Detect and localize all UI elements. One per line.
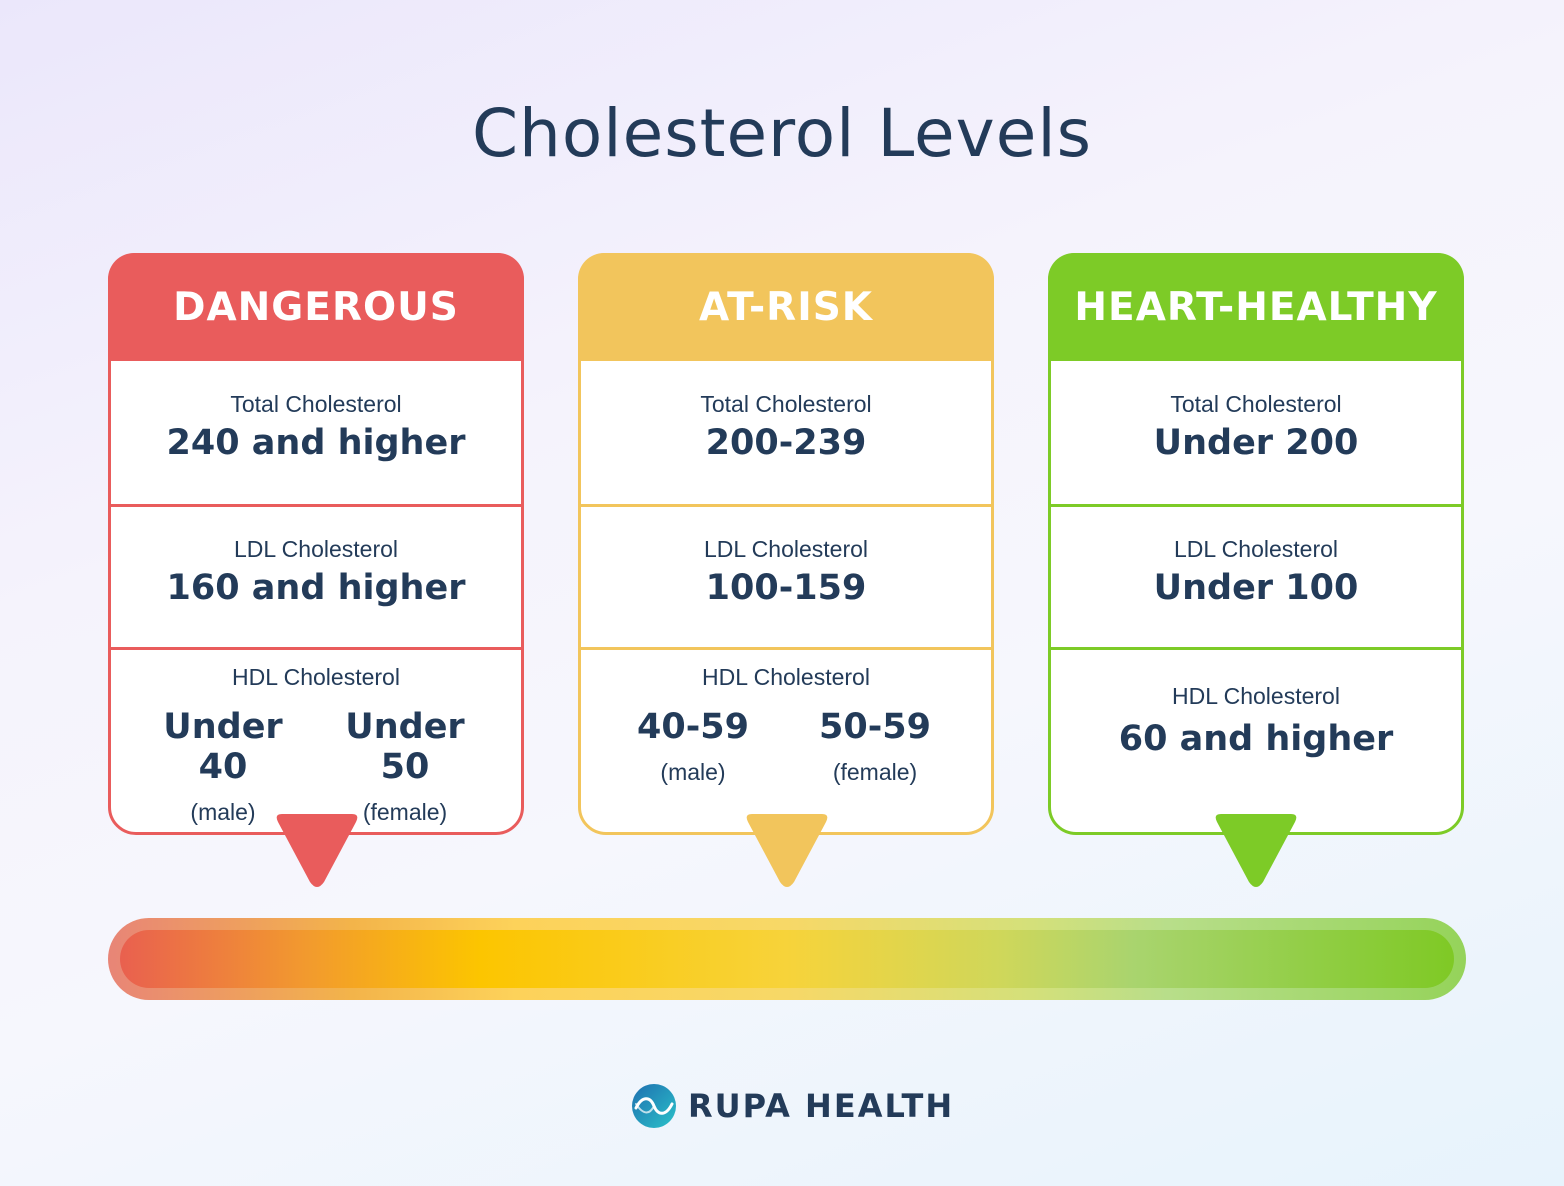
hdl-female-value: Under 50: [345, 707, 465, 787]
divider: [111, 647, 521, 650]
hdl-male: Under 40 (male): [133, 707, 313, 826]
hdl-female-label: (female): [832, 759, 918, 785]
pointer-down-icon: [746, 814, 828, 887]
divider: [581, 647, 991, 650]
hdl-cholesterol-label: HDL Cholesterol: [1172, 683, 1340, 709]
ldl-cholesterol-value: 160 and higher: [166, 568, 466, 608]
total-cholesterol-section: Total Cholesterol Under 200: [1051, 361, 1461, 506]
card-at-risk: AT-RISK Total Cholesterol 200-239 LDL Ch…: [578, 253, 994, 835]
card-heading-dangerous: DANGEROUS: [108, 253, 524, 361]
hdl-male: 40-59 (male): [603, 707, 783, 786]
rupa-health-logo-icon: [632, 1084, 676, 1128]
card-heart-healthy: HEART-HEALTHY Total Cholesterol Under 20…: [1048, 253, 1464, 835]
brand-logo: RUPA HEALTH: [630, 1082, 954, 1130]
ldl-cholesterol-label: LDL Cholesterol: [233, 536, 399, 562]
cholesterol-scale-bar: [108, 918, 1466, 1000]
total-cholesterol-section: Total Cholesterol 240 and higher: [111, 361, 521, 506]
hdl-cholesterol-label: HDL Cholesterol: [702, 664, 870, 690]
ldl-cholesterol-label: LDL Cholesterol: [703, 536, 869, 562]
ldl-cholesterol-section: LDL Cholesterol Under 100: [1051, 506, 1461, 649]
divider: [1051, 504, 1461, 507]
ldl-cholesterol-section: LDL Cholesterol 100-159: [581, 506, 991, 649]
hdl-cholesterol-section: HDL Cholesterol Under 40 (male) Under 50…: [111, 649, 521, 829]
hdl-female: 50-59 (female): [785, 707, 965, 786]
hdl-cholesterol-value: 60 and higher: [1118, 719, 1394, 759]
ldl-cholesterol-value: Under 100: [1153, 568, 1359, 608]
hdl-cholesterol-section: HDL Cholesterol 40-59 (male) 50-59 (fema…: [581, 649, 991, 829]
brand-name: RUPA HEALTH: [688, 1087, 955, 1125]
hdl-male-value: Under 40: [163, 707, 283, 787]
total-cholesterol-label: Total Cholesterol: [1170, 391, 1342, 417]
page-title: Cholesterol Levels: [471, 95, 1093, 172]
hdl-male-label: (male): [660, 759, 726, 785]
hdl-female: Under 50 (female): [315, 707, 495, 826]
hdl-male-value: 40-59: [637, 707, 749, 747]
card-dangerous: DANGEROUS Total Cholesterol 240 and high…: [108, 253, 524, 835]
ldl-cholesterol-label: LDL Cholesterol: [1173, 536, 1339, 562]
total-cholesterol-value: 200-239: [705, 423, 867, 463]
card-heading-heart-healthy: HEART-HEALTHY: [1048, 253, 1464, 361]
total-cholesterol-section: Total Cholesterol 200-239: [581, 361, 991, 506]
card-heading-at-risk: AT-RISK: [578, 253, 994, 361]
ldl-cholesterol-section: LDL Cholesterol 160 and higher: [111, 506, 521, 649]
divider: [111, 504, 521, 507]
hdl-cholesterol-label: HDL Cholesterol: [232, 664, 400, 690]
pointer-down-icon: [1215, 814, 1297, 887]
hdl-cholesterol-section: HDL Cholesterol 60 and higher: [1051, 649, 1461, 829]
total-cholesterol-label: Total Cholesterol: [230, 391, 402, 417]
hdl-female-label: (female): [362, 799, 448, 825]
ldl-cholesterol-value: 100-159: [705, 568, 867, 608]
pointer-down-icon: [276, 814, 358, 887]
total-cholesterol-label: Total Cholesterol: [700, 391, 872, 417]
cholesterol-scale-fill: [120, 930, 1454, 988]
hdl-male-label: (male): [190, 799, 256, 825]
divider: [581, 504, 991, 507]
hdl-female-value: 50-59: [819, 707, 931, 747]
divider: [1051, 647, 1461, 650]
total-cholesterol-value: Under 200: [1153, 423, 1359, 463]
total-cholesterol-value: 240 and higher: [166, 423, 466, 463]
